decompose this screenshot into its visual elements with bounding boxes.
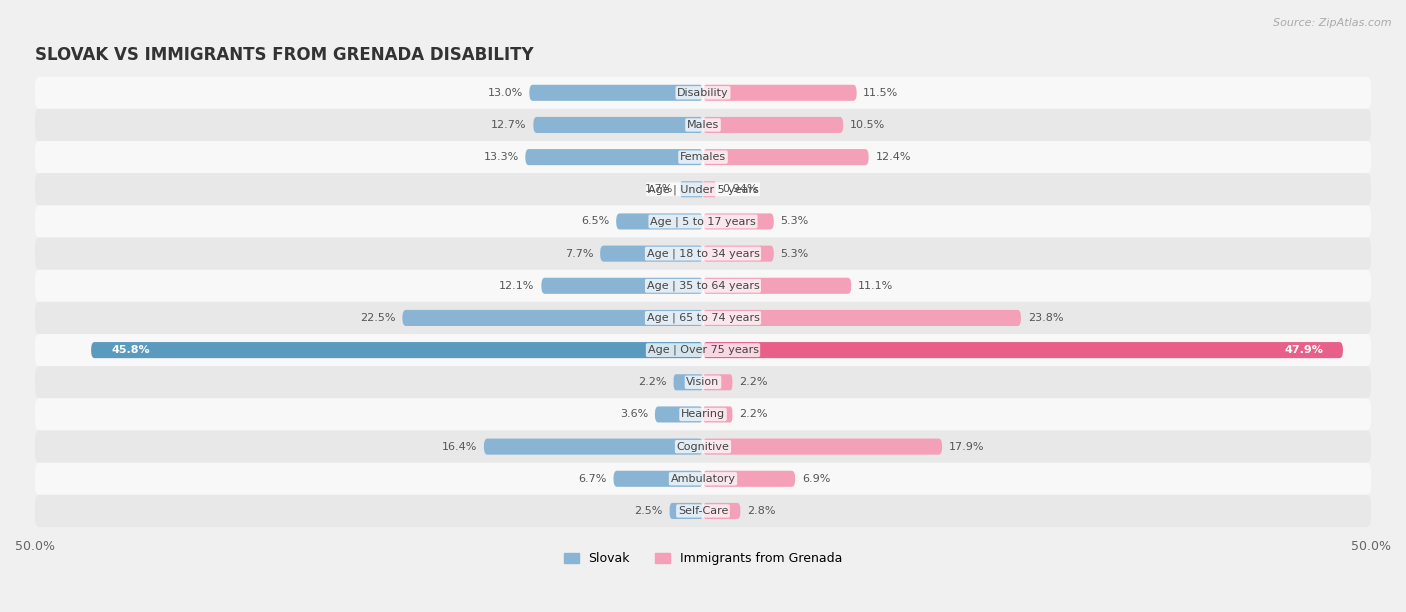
Text: 6.7%: 6.7%	[578, 474, 607, 483]
FancyBboxPatch shape	[703, 503, 741, 519]
FancyBboxPatch shape	[703, 439, 942, 455]
FancyBboxPatch shape	[35, 334, 1371, 366]
FancyBboxPatch shape	[35, 76, 1371, 109]
Text: 6.5%: 6.5%	[581, 217, 609, 226]
FancyBboxPatch shape	[35, 141, 1371, 173]
FancyBboxPatch shape	[35, 206, 1371, 237]
Text: 2.2%: 2.2%	[740, 409, 768, 419]
Text: 11.5%: 11.5%	[863, 88, 898, 98]
FancyBboxPatch shape	[673, 374, 703, 390]
Text: 13.3%: 13.3%	[484, 152, 519, 162]
Text: Males: Males	[688, 120, 718, 130]
Text: 1.7%: 1.7%	[645, 184, 673, 194]
Text: 10.5%: 10.5%	[851, 120, 886, 130]
Text: Cognitive: Cognitive	[676, 442, 730, 452]
FancyBboxPatch shape	[703, 117, 844, 133]
Text: 47.9%: 47.9%	[1284, 345, 1323, 355]
FancyBboxPatch shape	[541, 278, 703, 294]
Text: Age | 5 to 17 years: Age | 5 to 17 years	[650, 216, 756, 226]
Text: Disability: Disability	[678, 88, 728, 98]
FancyBboxPatch shape	[703, 278, 851, 294]
FancyBboxPatch shape	[35, 173, 1371, 206]
Legend: Slovak, Immigrants from Grenada: Slovak, Immigrants from Grenada	[564, 552, 842, 565]
FancyBboxPatch shape	[703, 245, 773, 262]
FancyBboxPatch shape	[91, 342, 703, 358]
Text: 2.2%: 2.2%	[638, 377, 666, 387]
Text: 2.5%: 2.5%	[634, 506, 662, 516]
FancyBboxPatch shape	[600, 245, 703, 262]
Text: 23.8%: 23.8%	[1028, 313, 1063, 323]
FancyBboxPatch shape	[35, 109, 1371, 141]
FancyBboxPatch shape	[484, 439, 703, 455]
Text: 3.6%: 3.6%	[620, 409, 648, 419]
FancyBboxPatch shape	[35, 430, 1371, 463]
FancyBboxPatch shape	[703, 406, 733, 422]
Text: 16.4%: 16.4%	[441, 442, 477, 452]
FancyBboxPatch shape	[681, 181, 703, 197]
Text: Vision: Vision	[686, 377, 720, 387]
Text: SLOVAK VS IMMIGRANTS FROM GRENADA DISABILITY: SLOVAK VS IMMIGRANTS FROM GRENADA DISABI…	[35, 46, 534, 64]
Text: 0.94%: 0.94%	[723, 184, 758, 194]
Text: 5.3%: 5.3%	[780, 248, 808, 259]
FancyBboxPatch shape	[35, 495, 1371, 527]
FancyBboxPatch shape	[703, 310, 1021, 326]
Text: 12.1%: 12.1%	[499, 281, 534, 291]
FancyBboxPatch shape	[669, 503, 703, 519]
Text: 17.9%: 17.9%	[949, 442, 984, 452]
FancyBboxPatch shape	[533, 117, 703, 133]
Text: 12.4%: 12.4%	[876, 152, 911, 162]
FancyBboxPatch shape	[613, 471, 703, 487]
Text: 2.8%: 2.8%	[747, 506, 776, 516]
FancyBboxPatch shape	[526, 149, 703, 165]
Text: Self-Care: Self-Care	[678, 506, 728, 516]
Text: 7.7%: 7.7%	[565, 248, 593, 259]
Text: Ambulatory: Ambulatory	[671, 474, 735, 483]
FancyBboxPatch shape	[703, 149, 869, 165]
FancyBboxPatch shape	[655, 406, 703, 422]
Text: Females: Females	[681, 152, 725, 162]
Text: Age | Under 5 years: Age | Under 5 years	[648, 184, 758, 195]
FancyBboxPatch shape	[703, 471, 796, 487]
FancyBboxPatch shape	[35, 302, 1371, 334]
FancyBboxPatch shape	[35, 398, 1371, 430]
FancyBboxPatch shape	[402, 310, 703, 326]
Text: Age | 35 to 64 years: Age | 35 to 64 years	[647, 280, 759, 291]
Text: 13.0%: 13.0%	[488, 88, 523, 98]
Text: 11.1%: 11.1%	[858, 281, 893, 291]
Text: 12.7%: 12.7%	[491, 120, 527, 130]
FancyBboxPatch shape	[529, 84, 703, 101]
Text: 5.3%: 5.3%	[780, 217, 808, 226]
FancyBboxPatch shape	[35, 270, 1371, 302]
FancyBboxPatch shape	[703, 374, 733, 390]
FancyBboxPatch shape	[35, 463, 1371, 495]
FancyBboxPatch shape	[703, 342, 1343, 358]
FancyBboxPatch shape	[703, 214, 773, 230]
FancyBboxPatch shape	[703, 84, 856, 101]
FancyBboxPatch shape	[616, 214, 703, 230]
Text: 22.5%: 22.5%	[360, 313, 395, 323]
Text: Age | Over 75 years: Age | Over 75 years	[648, 345, 758, 356]
Text: Hearing: Hearing	[681, 409, 725, 419]
Text: 45.8%: 45.8%	[111, 345, 150, 355]
FancyBboxPatch shape	[35, 237, 1371, 270]
FancyBboxPatch shape	[35, 366, 1371, 398]
Text: 6.9%: 6.9%	[801, 474, 830, 483]
Text: 2.2%: 2.2%	[740, 377, 768, 387]
Text: Age | 18 to 34 years: Age | 18 to 34 years	[647, 248, 759, 259]
Text: Age | 65 to 74 years: Age | 65 to 74 years	[647, 313, 759, 323]
FancyBboxPatch shape	[703, 181, 716, 197]
Text: Source: ZipAtlas.com: Source: ZipAtlas.com	[1274, 18, 1392, 28]
